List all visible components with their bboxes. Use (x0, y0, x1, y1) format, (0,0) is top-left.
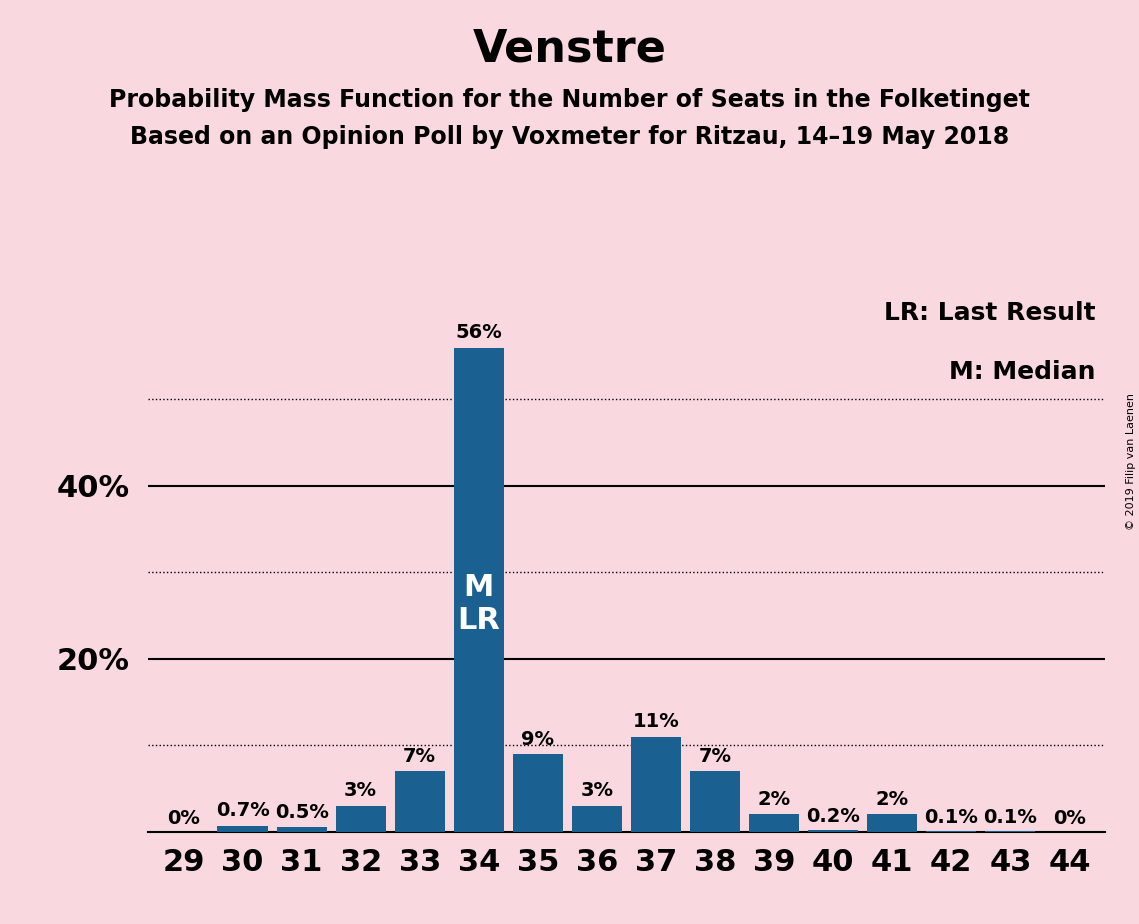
Text: © 2019 Filip van Laenen: © 2019 Filip van Laenen (1126, 394, 1136, 530)
Text: 0.1%: 0.1% (983, 808, 1038, 827)
Text: 2%: 2% (876, 790, 909, 809)
Bar (690, 772, 740, 832)
Text: 0.5%: 0.5% (274, 803, 328, 822)
Text: Probability Mass Function for the Number of Seats in the Folketinget: Probability Mass Function for the Number… (109, 88, 1030, 112)
Bar (277, 827, 327, 832)
Text: M
LR: M LR (458, 573, 500, 636)
Text: 0%: 0% (167, 809, 200, 828)
Text: 0%: 0% (1052, 809, 1085, 828)
Text: 9%: 9% (522, 730, 555, 748)
Text: 7%: 7% (403, 747, 436, 766)
Text: 0.2%: 0.2% (806, 808, 860, 826)
Text: 0.7%: 0.7% (215, 801, 270, 821)
Text: 3%: 3% (581, 782, 614, 800)
Bar (631, 736, 681, 832)
Bar (336, 806, 386, 832)
Text: 2%: 2% (757, 790, 790, 809)
Bar (808, 830, 859, 832)
Text: M: Median: M: Median (949, 360, 1096, 384)
Text: 56%: 56% (456, 323, 502, 343)
Bar (572, 806, 622, 832)
Bar (513, 754, 563, 832)
Text: LR: Last Result: LR: Last Result (884, 301, 1096, 325)
Text: 0.1%: 0.1% (925, 808, 978, 827)
Text: 7%: 7% (698, 747, 731, 766)
Text: 3%: 3% (344, 782, 377, 800)
Bar (749, 814, 800, 832)
Text: Venstre: Venstre (473, 28, 666, 71)
Bar (218, 825, 268, 832)
Bar (453, 347, 503, 832)
Bar (394, 772, 445, 832)
Text: 11%: 11% (632, 712, 679, 731)
Bar (867, 814, 917, 832)
Text: Based on an Opinion Poll by Voxmeter for Ritzau, 14–19 May 2018: Based on an Opinion Poll by Voxmeter for… (130, 125, 1009, 149)
